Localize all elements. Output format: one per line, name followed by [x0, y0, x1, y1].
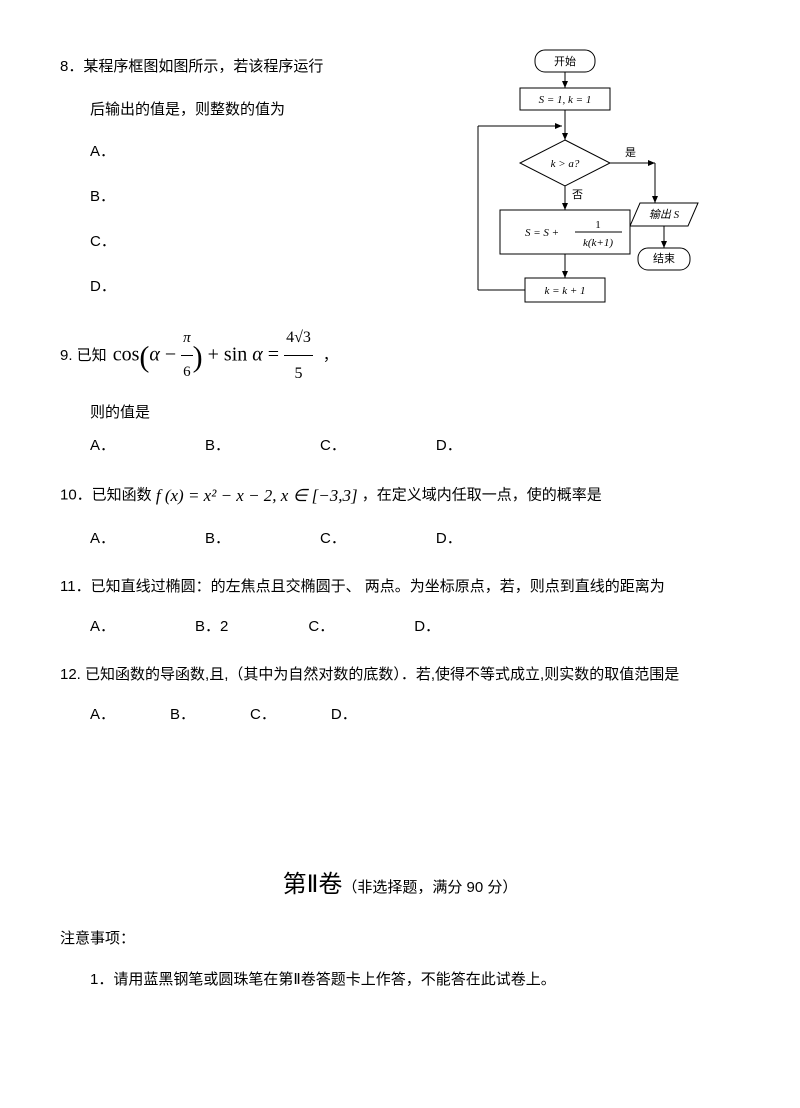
- q12-opt-b: B．: [170, 703, 195, 724]
- q9-opt-b: B．: [205, 434, 230, 455]
- notes-item-1: 1．请用蓝黑钢笔或圆珠笔在第Ⅱ卷答题卡上作答，不能答在此试卷上。: [90, 966, 740, 993]
- question-11: 11．已知直线过椭圆：的左焦点且交椭圆于、 两点。为坐标原点，若，则点到直线的距…: [60, 570, 740, 636]
- q10-prefix: 10．已知函数: [60, 487, 152, 504]
- flowchart-end: 结束: [653, 252, 675, 265]
- flowchart-cond: k > a?: [551, 158, 580, 170]
- section-2-big: 第Ⅱ卷: [283, 872, 343, 898]
- q12-opt-d: D．: [331, 703, 357, 724]
- q12-opt-c: C．: [250, 703, 276, 724]
- q11-opt-c: C．: [308, 615, 334, 636]
- flowchart-proc1-num: 1: [595, 219, 601, 231]
- q9-opt-c: C．: [320, 434, 346, 455]
- question-12: 12. 已知函数的导函数,且,（其中为自然对数的底数）．若,使得不等式成立,则实…: [60, 658, 740, 724]
- q11-text: 11．已知直线过椭圆：的左焦点且交椭圆于、 两点。为坐标原点，若，则点到直线的距…: [60, 570, 740, 603]
- q10-opt-a: A．: [90, 527, 115, 548]
- flowchart-diagram: 开始 S = 1, k = 1 k > a? 是 输出 S 结束 否 S = S…: [440, 48, 700, 378]
- q9-comma: ，: [323, 339, 338, 372]
- q10-opt-c: C．: [320, 527, 346, 548]
- flowchart-yes: 是: [625, 146, 636, 159]
- section-2-title: 第Ⅱ卷（非选择题，满分 90 分）: [60, 864, 740, 899]
- flowchart-proc1-den: k(k+1): [583, 237, 613, 249]
- q11-opt-a: A．: [90, 615, 115, 636]
- q10-line: 10．已知函数 f (x) = x² − x − 2, x ∈ [−3,3] ，…: [60, 477, 740, 514]
- flowchart-output: 输出 S: [649, 208, 680, 221]
- q9-formula: cos(α − π6) + sin α = 4√35: [113, 320, 313, 391]
- q10-opt-d: D．: [436, 527, 462, 548]
- notes-section: 注意事项： 1．请用蓝黑钢笔或圆珠笔在第Ⅱ卷答题卡上作答，不能答在此试卷上。: [60, 927, 740, 993]
- q9-opt-d: D．: [436, 434, 462, 455]
- section-2-small: （非选择题，满分 90 分）: [342, 879, 517, 896]
- flowchart-no: 否: [572, 189, 583, 201]
- flowchart-proc1-prefix: S = S +: [525, 227, 559, 239]
- q11-opt-b: B．2: [195, 615, 228, 636]
- question-10: 10．已知函数 f (x) = x² − x − 2, x ∈ [−3,3] ，…: [60, 477, 740, 547]
- flowchart-proc2: k = k + 1: [544, 285, 585, 297]
- flowchart-start: 开始: [554, 54, 576, 68]
- q9-line2: 则的值是: [90, 401, 740, 422]
- q10-formula: f (x) = x² − x − 2, x ∈ [−3,3]: [156, 477, 358, 514]
- q10-suffix: ，在定义域内任取一点，使的概率是: [362, 487, 602, 504]
- notes-title: 注意事项：: [60, 927, 740, 948]
- q9-opt-a: A．: [90, 434, 115, 455]
- q11-opt-d: D．: [414, 615, 440, 636]
- q10-opt-b: B．: [205, 527, 230, 548]
- q12-opt-a: A．: [90, 703, 115, 724]
- flowchart-init: S = 1, k = 1: [539, 94, 592, 106]
- q12-text: 12. 已知函数的导函数,且,（其中为自然对数的底数）．若,使得不等式成立,则实…: [60, 658, 740, 691]
- q9-prefix: 9. 已知: [60, 339, 107, 372]
